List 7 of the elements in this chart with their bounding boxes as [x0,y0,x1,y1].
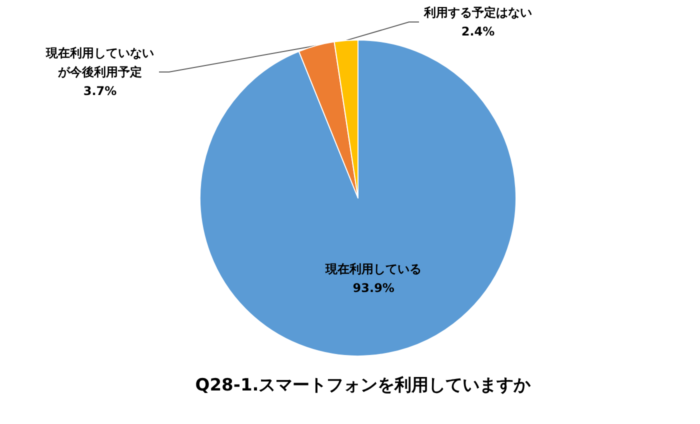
slice-label: 利用する予定はない [423,6,532,20]
data-label: 93.9% [352,281,394,295]
data-label: 3.7% [83,84,117,98]
text: Q28-1.スマートフォンを利用していますか [195,376,532,396]
data-label: 2.4% [461,24,495,38]
slice-label: 現在利用している [324,262,422,276]
slice-label: 現在利用していないが今後利用予定 [45,46,154,79]
